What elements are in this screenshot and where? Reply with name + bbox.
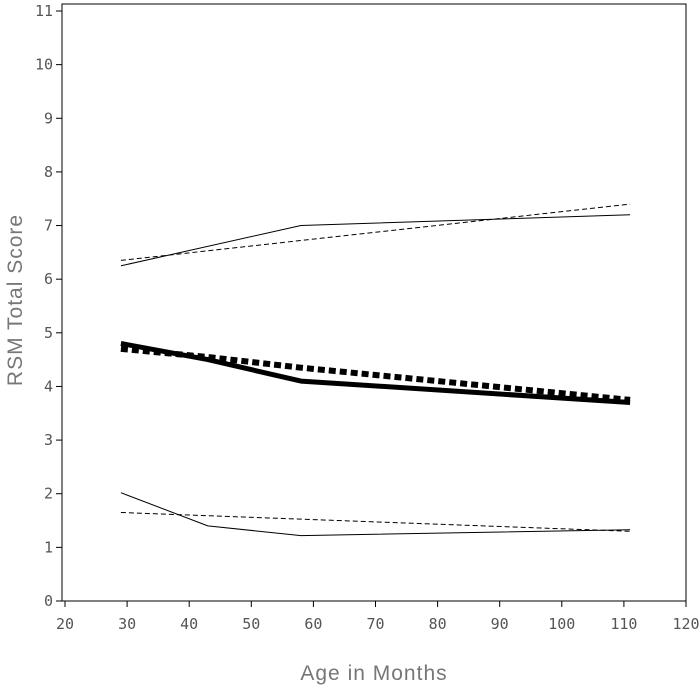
x-tick-label: 110 [610,615,637,633]
y-tick-label: 5 [44,324,53,342]
y-tick-label: 4 [44,377,53,395]
x-tick-label: 80 [429,615,447,633]
y-tick-label: 0 [44,592,53,610]
series-line-3 [120,214,631,267]
y-tick-label: 3 [44,431,53,449]
y-tick-label: 9 [44,109,53,127]
series-line-5 [120,492,631,537]
series-layer [120,203,631,537]
series-line-4 [120,203,631,261]
y-tick-label: 11 [35,2,53,20]
y-axis: 0 1 2 3 4 5 6 7 8 9 10 11 [35,2,62,610]
plot-frame [61,3,687,602]
x-axis-label: Age in Months [300,662,447,685]
y-tick-label: 6 [44,270,53,288]
x-tick-label: 90 [491,615,509,633]
y-tick-label: 1 [44,538,53,556]
y-tick-label: 7 [44,217,53,235]
x-tick-label: 40 [180,615,198,633]
x-tick-label: 120 [672,615,699,633]
y-axis-label: RSM Total Score [4,214,27,386]
x-tick-label: 60 [304,615,322,633]
x-axis: 20 30 40 50 60 70 80 90 100 110 120 [56,601,699,633]
x-tick-label: 30 [118,615,136,633]
y-tick-label: 8 [44,163,53,181]
x-tick-label: 50 [242,615,260,633]
x-tick-label: 20 [56,615,74,633]
series-line-6 [120,512,631,532]
x-tick-label: 70 [366,615,384,633]
series-line-2 [120,345,631,403]
y-tick-label: 10 [35,56,53,74]
x-tick-label: 100 [548,615,575,633]
y-tick-label: 2 [44,485,53,503]
series-line-1 [120,341,631,405]
